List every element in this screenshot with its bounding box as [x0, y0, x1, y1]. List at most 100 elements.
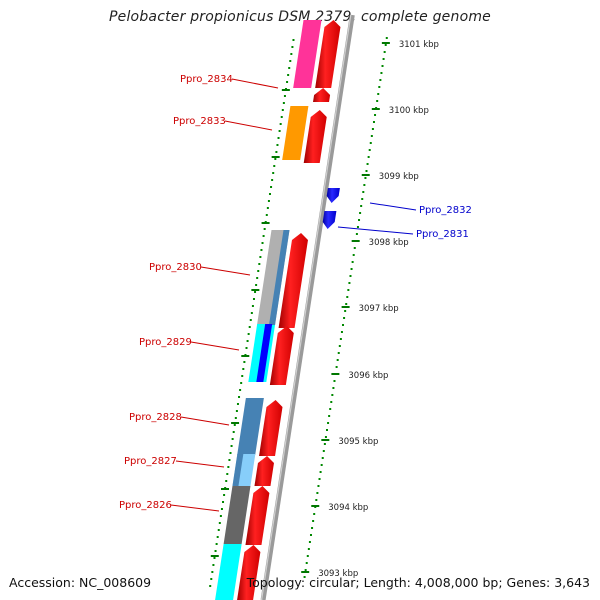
ring-dot: [258, 263, 261, 265]
ring-dot: [382, 58, 385, 60]
ring-dot: [233, 424, 236, 426]
gene-label: Ppro_2826: [119, 500, 172, 511]
ring-dot: [252, 298, 255, 300]
scale-tick-label: 3101 kbp: [399, 40, 439, 50]
ring-dot: [290, 53, 293, 55]
ring-dot: [372, 121, 375, 123]
ring-dot: [307, 548, 310, 550]
ring-dot: [367, 156, 370, 158]
backbone-ring: [260, 14, 355, 600]
ring-dot: [376, 100, 379, 102]
ring-dot: [339, 338, 342, 340]
ring-dot: [305, 562, 308, 564]
ring-dot: [304, 569, 307, 571]
ring-dot: [313, 513, 316, 515]
ring-dot: [350, 268, 353, 270]
ring-dot: [377, 93, 380, 95]
ring-dot: [349, 275, 352, 277]
ring-dot: [236, 403, 239, 405]
ring-dot: [345, 303, 348, 305]
cog-bar: [232, 454, 244, 486]
ring-dot: [360, 205, 363, 207]
ring-dot: [342, 324, 345, 326]
label-leader-line: [369, 202, 417, 211]
ring-dot: [213, 557, 216, 559]
ring-dot: [333, 380, 336, 382]
ring-dot: [370, 135, 373, 137]
gene-label: Ppro_2827: [124, 456, 177, 467]
scale-tick-label: 3096 kbp: [348, 371, 388, 381]
ring-dot: [218, 522, 221, 524]
label-leader-line: [337, 226, 414, 235]
ring-dot: [272, 172, 275, 174]
ring-dot: [230, 445, 233, 447]
scale-ticks: 3101 kbp 3100 kbp 3099 kbp 3098 kbp 3097 kbp…: [210, 40, 439, 579]
ring-dot: [242, 368, 245, 370]
ring-dot: [356, 226, 359, 228]
ring-dot: [306, 555, 309, 557]
ring-dot: [219, 515, 222, 517]
ring-dot: [288, 67, 291, 69]
ring-dot: [271, 179, 274, 181]
ring-dot: [379, 79, 382, 81]
ring-dot: [232, 431, 235, 433]
ring-dot: [246, 340, 249, 342]
ring-dot: [315, 499, 318, 501]
ring-dot: [238, 396, 241, 398]
ring-dot: [309, 534, 312, 536]
ring-dot: [344, 310, 347, 312]
gene-label: Ppro_2828: [129, 412, 182, 423]
gene-label: Ppro_2829: [139, 337, 192, 348]
ring-dot: [362, 191, 365, 193]
ring-dot: [245, 347, 248, 349]
cog-color-ring: [215, 20, 322, 600]
ring-dot: [240, 382, 243, 384]
ring-dot: [336, 359, 339, 361]
label-leader-line: [231, 78, 279, 89]
ring-dot: [337, 352, 340, 354]
ring-dot: [209, 585, 212, 587]
label-leader-line: [175, 460, 225, 468]
ring-dot: [254, 291, 257, 293]
ring-dot: [283, 95, 286, 97]
forward-gene-arrow: [254, 456, 274, 486]
ring-dot: [346, 296, 349, 298]
ring-dot: [381, 65, 384, 67]
cog-bar: [215, 544, 242, 600]
ring-dot: [365, 170, 368, 172]
backbone-line: [260, 14, 355, 600]
cog-bar: [256, 324, 273, 382]
ring-dot: [223, 494, 226, 496]
ring-dot: [215, 543, 218, 545]
ring-dot: [279, 123, 282, 125]
ring-dot: [332, 387, 335, 389]
ring-dot: [243, 361, 246, 363]
ring-dot: [226, 473, 229, 475]
ring-dot: [321, 457, 324, 459]
ring-dot: [319, 471, 322, 473]
gene-label: Ppro_2832: [419, 205, 472, 216]
ring-dot: [343, 317, 346, 319]
ring-dot: [265, 214, 268, 216]
ring-dot: [257, 270, 260, 272]
ring-dot: [286, 81, 289, 83]
ring-dot: [280, 116, 283, 118]
gene-labels: Ppro_2834 Ppro_2833 Ppro_2832 Ppro_2831 Ppro…: [119, 74, 472, 512]
ring-dot: [358, 219, 361, 221]
ring-dot: [220, 508, 223, 510]
forward-gene-arrow: [269, 326, 294, 385]
ring-dot: [275, 151, 278, 153]
ring-dot: [277, 137, 280, 139]
ring-dot: [323, 443, 326, 445]
ring-dot: [210, 578, 213, 580]
ring-dot: [216, 536, 219, 538]
label-leader-line: [224, 120, 273, 131]
ring-dot: [320, 464, 323, 466]
ring-dot: [228, 459, 231, 461]
ring-dot: [227, 466, 230, 468]
cog-bar: [237, 398, 264, 455]
ring-dot: [266, 207, 269, 209]
scale-tick-label: 3094 kbp: [328, 503, 368, 513]
ring-dot: [338, 345, 341, 347]
